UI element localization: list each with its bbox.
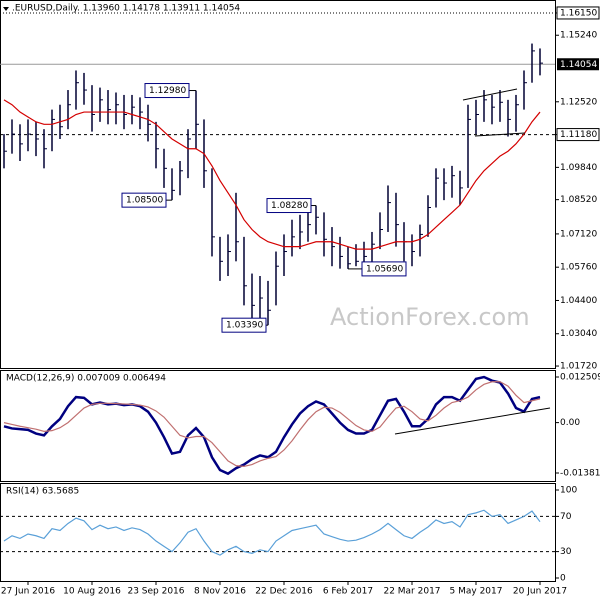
panel-title: .EURUSD,Daily. 1.13960 1.14178 1.13911 1…: [12, 4, 240, 14]
y-tick-label: 1.08520: [560, 195, 597, 205]
x-tick-label: 5 May 2017: [450, 587, 503, 597]
annotation-label: 1.05690: [366, 264, 403, 274]
y-tick-label: 1.11180: [560, 130, 597, 140]
annotation-box: [361, 261, 407, 277]
panel-title: RSI(14) 63.5685: [6, 487, 79, 497]
annotation-box: [144, 83, 190, 99]
channel-line: [474, 132, 526, 137]
panel-frame: [0, 370, 556, 482]
panel-frame: [0, 483, 556, 582]
annotation-box: [266, 198, 312, 214]
x-tick-label: 6 Feb 2017: [323, 587, 373, 597]
y-tick-label: 1.12520: [560, 97, 597, 107]
x-tick-label: 10 Aug 2016: [63, 587, 121, 597]
y-tick-label: 1.07120: [560, 229, 597, 239]
series-line: [3, 509, 541, 556]
current-price-label: 1.14054: [560, 60, 597, 70]
x-tick-label: 8 Nov 2016: [194, 587, 246, 597]
y-tick-label: 30: [560, 547, 572, 557]
y-tick-label: 0.012509: [560, 373, 600, 383]
y-tick-label: 1.03040: [560, 329, 597, 339]
channel-line: [462, 88, 518, 101]
tick-label-box: [556, 6, 600, 20]
y-tick-label: 1.16150: [560, 8, 597, 18]
tick-label-box: [556, 128, 600, 142]
annotation-box: [121, 192, 167, 208]
y-tick-label: 1.04400: [560, 296, 597, 306]
x-tick-label: 27 Jun 2016: [1, 587, 55, 597]
y-tick-label: -0.013813: [560, 468, 600, 478]
header-icon: [3, 7, 9, 11]
x-tick-label: 22 Mar 2017: [383, 587, 440, 597]
annotation-label: 1.03390: [226, 321, 263, 331]
y-tick-label: 1.05760: [560, 263, 597, 273]
annotation-label: 1.12980: [149, 86, 186, 96]
y-tick-label: 0.00: [560, 418, 580, 428]
y-tick-label: 1.01720: [560, 362, 597, 372]
x-tick-label: 20 Jun 2017: [513, 587, 567, 597]
y-tick-label: 0: [560, 574, 566, 584]
trend-line: [394, 407, 551, 435]
series-line: [3, 99, 541, 250]
y-tick-label: 100: [560, 486, 577, 496]
annotation-label: 1.08280: [271, 201, 308, 211]
annotation-label: 1.08500: [126, 196, 163, 206]
panel-frame: [0, 0, 556, 369]
y-tick-label: 1.09840: [560, 163, 597, 173]
annotation-box: [221, 317, 267, 333]
current-price-box: [557, 58, 599, 71]
x-tick-label: 23 Sep 2016: [127, 587, 184, 597]
watermark: ActionForex.com: [330, 303, 530, 331]
x-tick-label: 22 Dec 2016: [255, 587, 313, 597]
y-tick-label: 70: [560, 512, 572, 522]
y-tick-label: 1.15240: [560, 31, 597, 41]
series-line: [3, 381, 541, 467]
panel-title: MACD(12,26,9) 0.007009 0.006494: [6, 374, 166, 384]
